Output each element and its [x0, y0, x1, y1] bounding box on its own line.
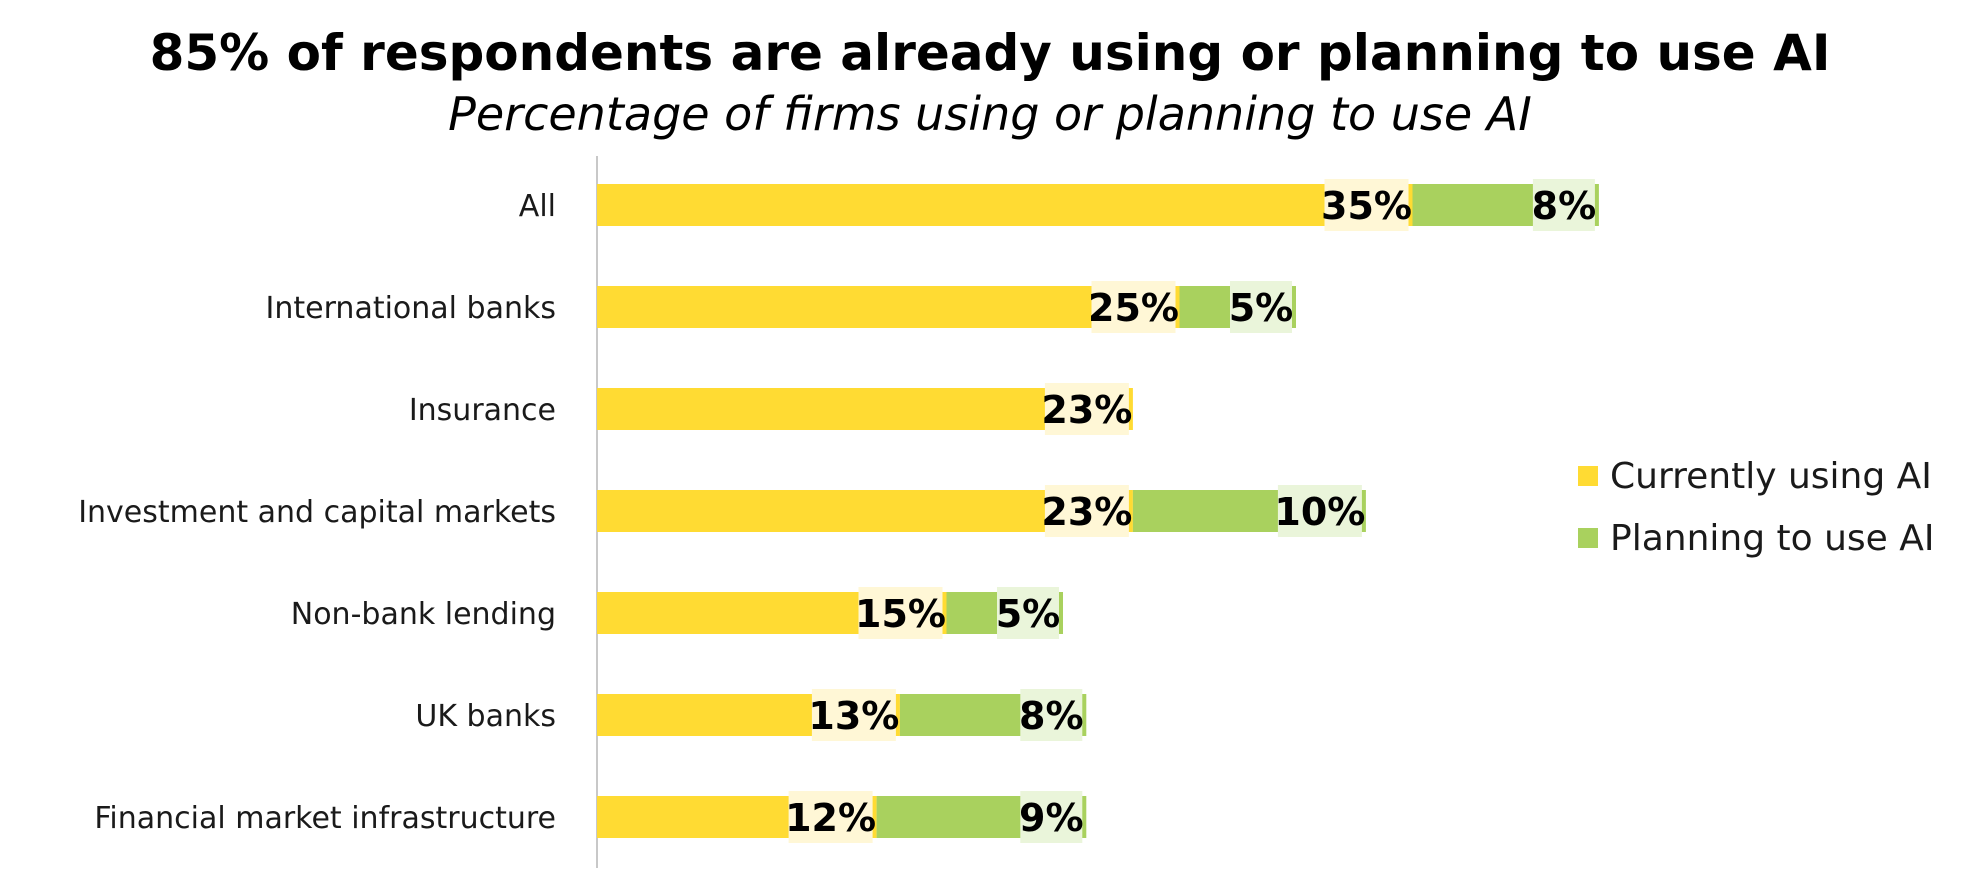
category-label: Non-bank lending	[291, 597, 556, 632]
legend-swatch-planning	[1578, 528, 1598, 548]
chart-subtitle: Percentage of firms using or planning to…	[448, 87, 1532, 141]
data-label: 10%	[1274, 490, 1365, 534]
data-label-background	[1020, 791, 1083, 843]
bar-currently-using	[597, 490, 1133, 532]
data-label: 25%	[1088, 286, 1179, 330]
data-label-background	[1277, 485, 1362, 537]
data-label-background	[811, 689, 896, 741]
data-label-background	[858, 587, 943, 639]
chart-title: 85% of respondents are already using or …	[150, 24, 1831, 82]
data-label: 5%	[996, 592, 1061, 636]
category-label: International banks	[266, 291, 556, 326]
category-label: Financial market infrastructure	[94, 801, 556, 836]
category-label: UK banks	[415, 699, 556, 734]
data-label: 35%	[1321, 184, 1412, 228]
data-label-background	[997, 587, 1059, 639]
legend-label: Currently using AI	[1610, 456, 1932, 497]
bar-currently-using	[597, 184, 1413, 226]
data-label: 8%	[1532, 184, 1597, 228]
category-label: Investment and capital markets	[78, 495, 556, 530]
data-label: 13%	[808, 694, 899, 738]
legend-label: Planning to use AI	[1610, 518, 1935, 559]
category-label: Insurance	[409, 393, 556, 428]
data-label: 5%	[1229, 286, 1294, 330]
category-label: All	[519, 189, 556, 224]
data-label-background	[1091, 281, 1176, 333]
data-label: 12%	[785, 796, 876, 840]
bar-currently-using	[597, 388, 1133, 430]
data-label: 23%	[1041, 490, 1132, 534]
data-label-background	[1230, 281, 1292, 333]
data-label: 15%	[855, 592, 946, 636]
data-label-background	[1044, 485, 1129, 537]
data-label-background	[1020, 689, 1083, 741]
legend-swatch-currently-using	[1578, 466, 1598, 486]
data-label: 8%	[1019, 694, 1084, 738]
data-label: 23%	[1041, 388, 1132, 432]
legend: Currently using AI Planning to use AI	[1578, 456, 1935, 559]
plot-area: All 35% 8% International banks 25% 5% Insuranc…	[78, 156, 1599, 868]
data-label: 9%	[1019, 796, 1084, 840]
data-label-background	[1044, 383, 1129, 435]
bar-currently-using	[597, 286, 1180, 328]
data-label-background	[1532, 179, 1595, 231]
data-label-background	[788, 791, 873, 843]
data-label-background	[1324, 179, 1409, 231]
